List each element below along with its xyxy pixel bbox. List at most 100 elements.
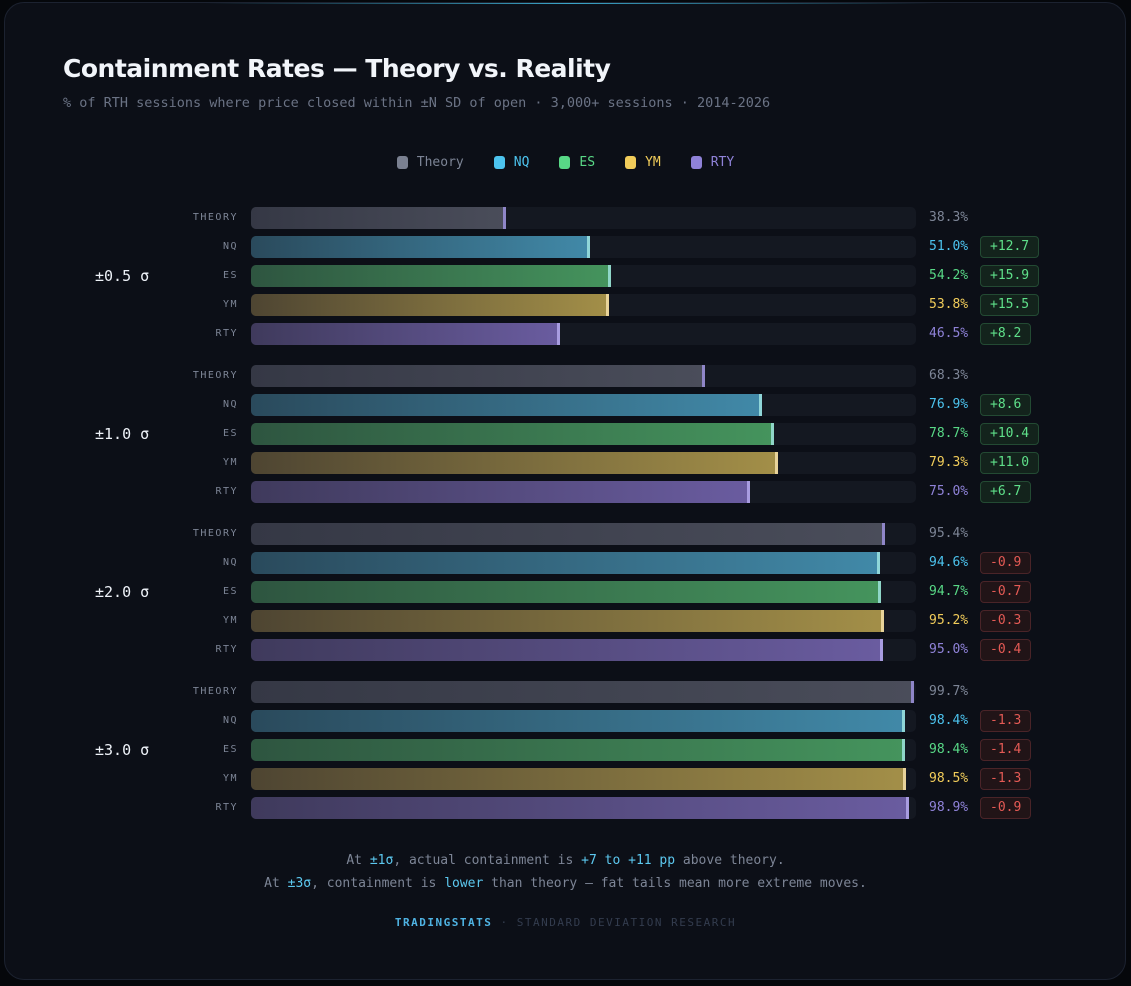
bar-theory (251, 207, 506, 229)
value-label: 98.5% (929, 771, 969, 786)
value-label: 98.4% (929, 713, 969, 728)
row-label: NQ (222, 557, 238, 568)
note-text: At (346, 853, 370, 868)
bar-track (251, 323, 916, 345)
bar-ym (251, 452, 779, 474)
bar-track (251, 265, 916, 287)
row-label: THEORY (192, 528, 238, 539)
bar-end-marker (911, 681, 914, 703)
legend-item-rty: RTY (690, 155, 734, 170)
legend-label: NQ (513, 155, 530, 170)
note-text: , containment is (311, 876, 445, 891)
legend-label: YM (645, 155, 661, 170)
bar-end-marker (605, 294, 609, 316)
delta-badge: +11.0 (980, 452, 1040, 474)
delta-badge: +15.9 (980, 265, 1040, 287)
bar-end-marker (759, 394, 763, 416)
bar-end-marker (771, 423, 775, 445)
value-label: 98.4% (929, 742, 969, 757)
row-label: RTY (215, 802, 238, 813)
bar-end-marker (877, 581, 881, 603)
delta-badge: -0.4 (980, 639, 1032, 661)
footer-brand: TRADINGSTATS · STANDARD DEVIATION RESEAR… (0, 916, 1131, 929)
bar-rty (251, 323, 561, 345)
value-label: 53.8% (929, 297, 969, 312)
delta-badge: +15.5 (980, 294, 1040, 316)
note-highlight: ±3σ (287, 876, 312, 891)
delta-badge: +8.6 (980, 394, 1032, 416)
value-label: 79.3% (929, 455, 969, 470)
bar-es (251, 581, 881, 603)
bar-track (251, 710, 916, 732)
row-label: NQ (222, 399, 238, 410)
chart-subtitle: % of RTH sessions where price closed wit… (63, 95, 771, 111)
delta-badge: -1.3 (980, 768, 1032, 790)
delta-badge: +10.4 (980, 423, 1040, 445)
note-text: above theory. (675, 853, 785, 868)
bar-nq (251, 710, 906, 732)
bar-end-marker (608, 265, 612, 287)
value-label: 46.5% (929, 326, 969, 341)
row-label: NQ (222, 715, 238, 726)
value-label: 75.0% (929, 484, 969, 499)
bar-track (251, 552, 916, 574)
bar-theory (251, 681, 914, 703)
bar-nq (251, 552, 881, 574)
bar-end-marker (775, 452, 779, 474)
bar-rty (251, 481, 750, 503)
bar-es (251, 739, 906, 761)
bar-track (251, 639, 916, 661)
legend-item-nq: NQ (493, 155, 530, 170)
value-label: 95.0% (929, 642, 969, 657)
row-label: THEORY (192, 212, 238, 223)
delta-badge: +6.7 (980, 481, 1032, 503)
value-label: 78.7% (929, 426, 969, 441)
row-label: RTY (215, 644, 238, 655)
note-text: At (264, 876, 288, 891)
row-label: RTY (215, 328, 238, 339)
legend-item-theory: Theory (396, 155, 464, 170)
bar-track (251, 681, 916, 703)
delta-badge: -0.9 (980, 552, 1032, 574)
value-label: 98.9% (929, 800, 969, 815)
legend-item-es: ES (559, 155, 595, 170)
bar-rty (251, 797, 909, 819)
note-highlight: +7 to +11 pp (581, 853, 676, 868)
bar-track (251, 768, 916, 790)
bar-end-marker (877, 552, 881, 574)
bar-es (251, 265, 612, 287)
row-label: THEORY (192, 370, 238, 381)
row-label: ES (222, 428, 238, 439)
bar-end-marker (702, 365, 706, 387)
bar-track (251, 394, 916, 416)
group-label: ±0.5 σ (95, 267, 150, 285)
row-label: YM (222, 615, 238, 626)
legend-swatch (690, 156, 702, 169)
legend-label: Theory (416, 155, 464, 170)
delta-badge: +12.7 (980, 236, 1040, 258)
legend-label: ES (579, 155, 596, 170)
delta-badge: -1.4 (980, 739, 1032, 761)
note-text: , actual containment is (393, 853, 582, 868)
value-label: 51.0% (929, 239, 969, 254)
delta-badge: +8.2 (980, 323, 1032, 345)
bar-ym (251, 768, 907, 790)
bar-end-marker (502, 207, 506, 229)
value-label: 94.6% (929, 555, 969, 570)
bar-nq (251, 394, 763, 416)
bar-end-marker (882, 523, 886, 545)
group-label: ±1.0 σ (95, 425, 150, 443)
bar-track (251, 581, 916, 603)
row-label: ES (222, 744, 238, 755)
legend-swatch (625, 156, 637, 169)
bar-end-marker (557, 323, 561, 345)
value-label: 95.2% (929, 613, 969, 628)
value-label: 95.4% (929, 526, 969, 541)
group-label: ±3.0 σ (95, 741, 150, 759)
legend-swatch (493, 156, 505, 169)
group-label: ±2.0 σ (95, 583, 150, 601)
bar-track (251, 207, 916, 229)
value-label: 38.3% (929, 210, 969, 225)
row-label: ES (222, 270, 238, 281)
row-label: ES (222, 586, 238, 597)
